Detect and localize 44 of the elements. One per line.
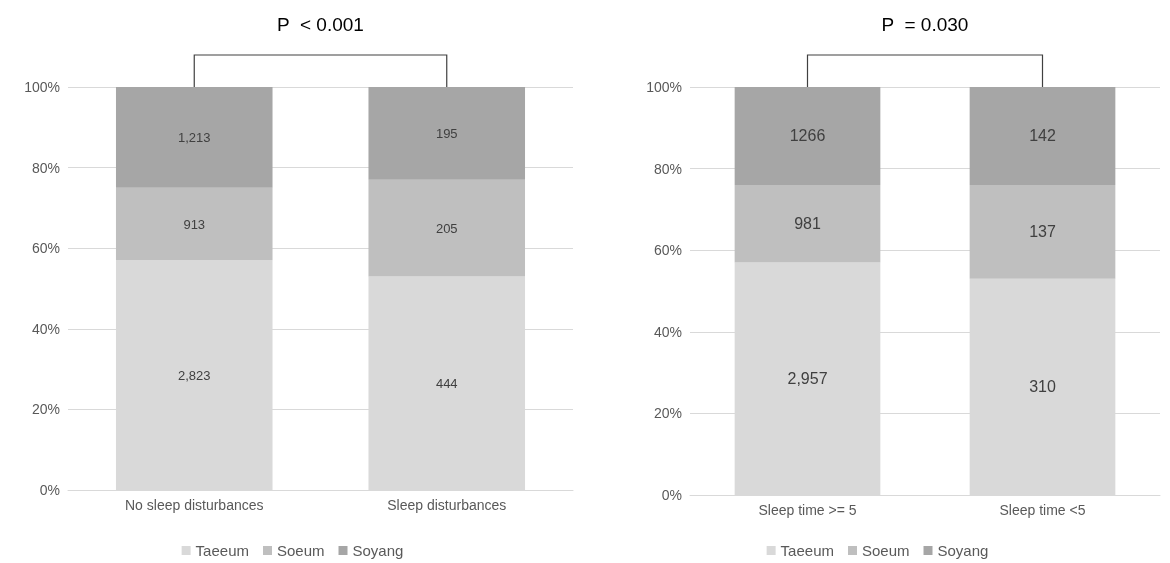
x-tick-label: No sleep disturbances <box>124 497 264 513</box>
y-tick-label: 60% <box>653 242 682 259</box>
annotation: 205 <box>435 220 458 236</box>
y-tick-label: 20% <box>653 405 682 422</box>
legend-label: Taeeum <box>195 542 249 559</box>
x-tick-label: Sleep time >= 5 <box>758 502 857 518</box>
bar <box>368 87 526 180</box>
text: P = 0.030 <box>881 14 969 35</box>
y-tick-label: 40% <box>653 323 682 340</box>
bar <box>115 87 273 188</box>
y-tick-label: 80% <box>31 159 60 176</box>
x-tick-label: Sleep time <5 <box>999 502 1086 518</box>
legend-label: Soyang <box>937 542 989 559</box>
text: P < 0.001 <box>277 14 364 35</box>
bar <box>969 184 1116 279</box>
y-tick-label: 60% <box>31 240 60 257</box>
x-tick-label: Sleep disturbances <box>387 497 507 513</box>
y-tick-label: 0% <box>661 487 682 503</box>
annotation: 1266 <box>789 127 826 145</box>
annotation: 981 <box>794 215 821 233</box>
y-tick-label: 20% <box>31 401 60 418</box>
legend-label: Soeum <box>276 542 325 559</box>
annotation: 2,823 <box>177 367 211 383</box>
annotation: 137 <box>1029 223 1056 241</box>
annotation: 310 <box>1029 378 1056 396</box>
annotation: 195 <box>435 125 458 141</box>
y-tick-label: 100% <box>24 79 60 95</box>
annotation: 142 <box>1029 127 1056 145</box>
y-tick-label: 80% <box>653 160 682 177</box>
bar <box>969 87 1116 185</box>
annotation: 444 <box>435 375 458 391</box>
legend-label: Soeum <box>861 542 910 559</box>
y-tick-label: 100% <box>646 79 682 95</box>
legend-label: Taeeum <box>780 542 834 559</box>
bar <box>368 179 526 277</box>
bar <box>734 87 881 185</box>
legend-label: Soyang <box>352 542 404 559</box>
annotation: 1,213 <box>177 129 211 145</box>
y-tick-label: 40% <box>31 320 60 337</box>
bar <box>734 184 881 263</box>
y-tick-label: 0% <box>39 482 60 498</box>
annotation: 2,957 <box>787 370 828 388</box>
annotation: 913 <box>183 216 206 232</box>
bar <box>115 187 273 261</box>
